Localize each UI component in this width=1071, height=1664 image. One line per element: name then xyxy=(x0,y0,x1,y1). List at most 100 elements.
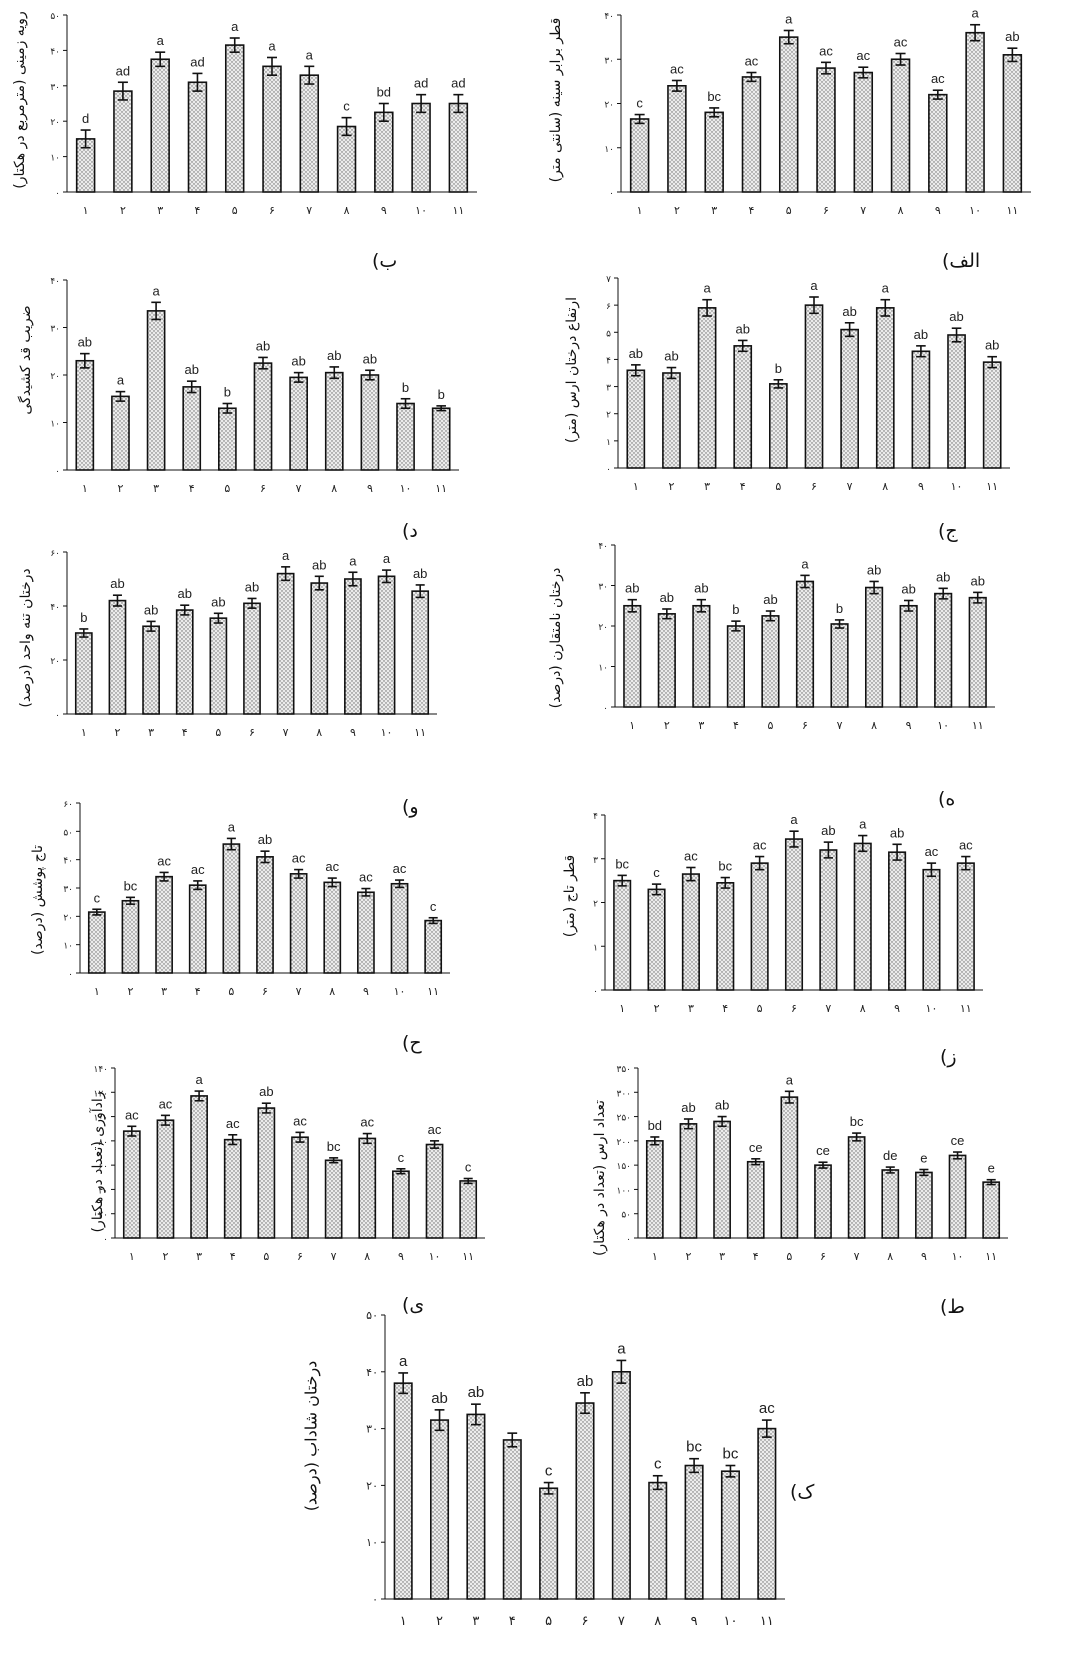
error-bar xyxy=(720,876,730,889)
bar xyxy=(662,372,681,469)
y-tick-label: ۲۰ xyxy=(598,623,608,633)
error-bar xyxy=(471,1403,481,1426)
y-tick-label: ۴۰ xyxy=(98,1186,108,1196)
bar xyxy=(289,873,308,974)
x-tick-label: ۱۱ xyxy=(1006,204,1018,217)
error-bar xyxy=(616,1359,627,1384)
bar xyxy=(697,307,717,469)
panel-label: ی) xyxy=(402,1294,425,1316)
significance-letter: b xyxy=(80,610,87,625)
significance-letter: bc xyxy=(707,89,721,104)
significance-letter: ab xyxy=(1005,29,1019,44)
y-axis-label: درختان شاداب (درصد) xyxy=(301,1360,321,1512)
error-bar xyxy=(885,1166,895,1174)
x-tick-label: ۶ xyxy=(249,726,255,739)
y-tick-label: ۱۰ xyxy=(598,664,608,674)
x-tick-label: ۱ xyxy=(83,204,89,217)
error-bar xyxy=(266,56,278,76)
bar xyxy=(424,919,443,974)
error-bar xyxy=(127,1125,137,1137)
significance-letter: a xyxy=(383,551,391,566)
panel-label: الف) xyxy=(942,250,981,272)
bar xyxy=(795,580,815,708)
significance-letter: ab xyxy=(867,562,881,577)
error-bar xyxy=(428,916,438,925)
error-bar xyxy=(453,93,464,114)
x-tick-label: ۲ xyxy=(685,1250,691,1263)
error-bar xyxy=(858,834,868,853)
error-bar xyxy=(617,874,627,887)
significance-letter: bc xyxy=(723,1446,739,1463)
error-bar xyxy=(186,380,197,394)
y-tick-label: ۱۰ xyxy=(50,154,60,164)
error-bar xyxy=(746,71,757,83)
error-bar xyxy=(650,1136,660,1146)
y-tick-label: ۲۰ xyxy=(50,118,60,128)
error-bar xyxy=(295,1131,305,1143)
x-tick-label: ۷ xyxy=(854,1250,860,1263)
bar xyxy=(947,334,966,469)
error-bar xyxy=(662,608,672,620)
bar xyxy=(360,374,380,471)
bar xyxy=(726,625,745,708)
x-tick-label: ۳ xyxy=(704,480,710,493)
x-tick-label: ۴ xyxy=(189,482,195,495)
y-tick-label: ۴ xyxy=(606,356,611,366)
significance-letter: ac xyxy=(931,71,945,86)
x-tick-label: ۳ xyxy=(698,719,704,732)
x-tick-label: ۱۰ xyxy=(400,482,412,495)
x-tick-label: ۱۰ xyxy=(951,480,963,493)
y-tick-label: ۳۵۰ xyxy=(616,1065,631,1075)
bar xyxy=(716,882,735,991)
significance-letter: ac xyxy=(753,838,767,853)
significance-letter: ac xyxy=(226,1116,240,1131)
bar xyxy=(156,1119,175,1239)
significance-letter: a xyxy=(859,817,867,832)
bar xyxy=(448,102,469,193)
error-bar xyxy=(294,868,304,879)
x-tick-label: ۱ xyxy=(652,1250,658,1263)
significance-letter: ab xyxy=(413,566,427,581)
y-tick-label: ۳ xyxy=(606,384,611,394)
panel-label: ه) xyxy=(938,788,956,810)
bar xyxy=(847,1136,866,1239)
bar xyxy=(1002,54,1023,193)
bar xyxy=(257,1107,276,1239)
significance-letter: ab xyxy=(985,338,999,353)
y-tick-label: ۶ xyxy=(606,302,611,312)
y-tick-label: ۱۴۰ xyxy=(93,1065,108,1075)
significance-letter: c xyxy=(94,890,101,905)
significance-letter: ab xyxy=(211,594,225,609)
y-tick-label: ۰ xyxy=(103,1235,108,1245)
y-tick-label: ۴۰ xyxy=(50,603,60,613)
y-tick-label: ۱۰۰ xyxy=(616,1186,631,1196)
significance-letter: ac xyxy=(325,859,339,874)
error-bar xyxy=(1007,47,1018,63)
x-tick-label: ۲ xyxy=(114,726,120,739)
significance-letter: ab xyxy=(110,576,124,591)
bar xyxy=(922,868,941,991)
x-tick-label: ۹ xyxy=(350,726,356,739)
significance-letter: a xyxy=(785,11,793,26)
x-tick-label: ۸ xyxy=(882,480,888,493)
significance-letter: ab xyxy=(245,579,259,594)
y-tick-label: ۱۲۰ xyxy=(93,1089,108,1099)
bar xyxy=(276,572,295,715)
error-bar xyxy=(892,843,902,861)
error-bar xyxy=(903,599,914,612)
error-bar xyxy=(858,66,869,79)
significance-letter: b xyxy=(775,361,782,376)
y-tick-label: ۴۰ xyxy=(366,1366,378,1379)
error-bar xyxy=(932,89,943,100)
significance-letter: ab xyxy=(763,592,777,607)
error-bar xyxy=(938,587,948,600)
significance-letter: ac xyxy=(856,48,870,63)
error-bar xyxy=(926,862,937,878)
significance-letter: ac xyxy=(894,34,908,49)
error-bar xyxy=(751,1158,761,1166)
significance-letter: b xyxy=(224,385,231,400)
error-bar xyxy=(112,594,122,607)
y-tick-label: ۳۰۰ xyxy=(616,1089,631,1099)
bar xyxy=(425,1143,444,1239)
significance-letter: bc xyxy=(615,856,629,871)
